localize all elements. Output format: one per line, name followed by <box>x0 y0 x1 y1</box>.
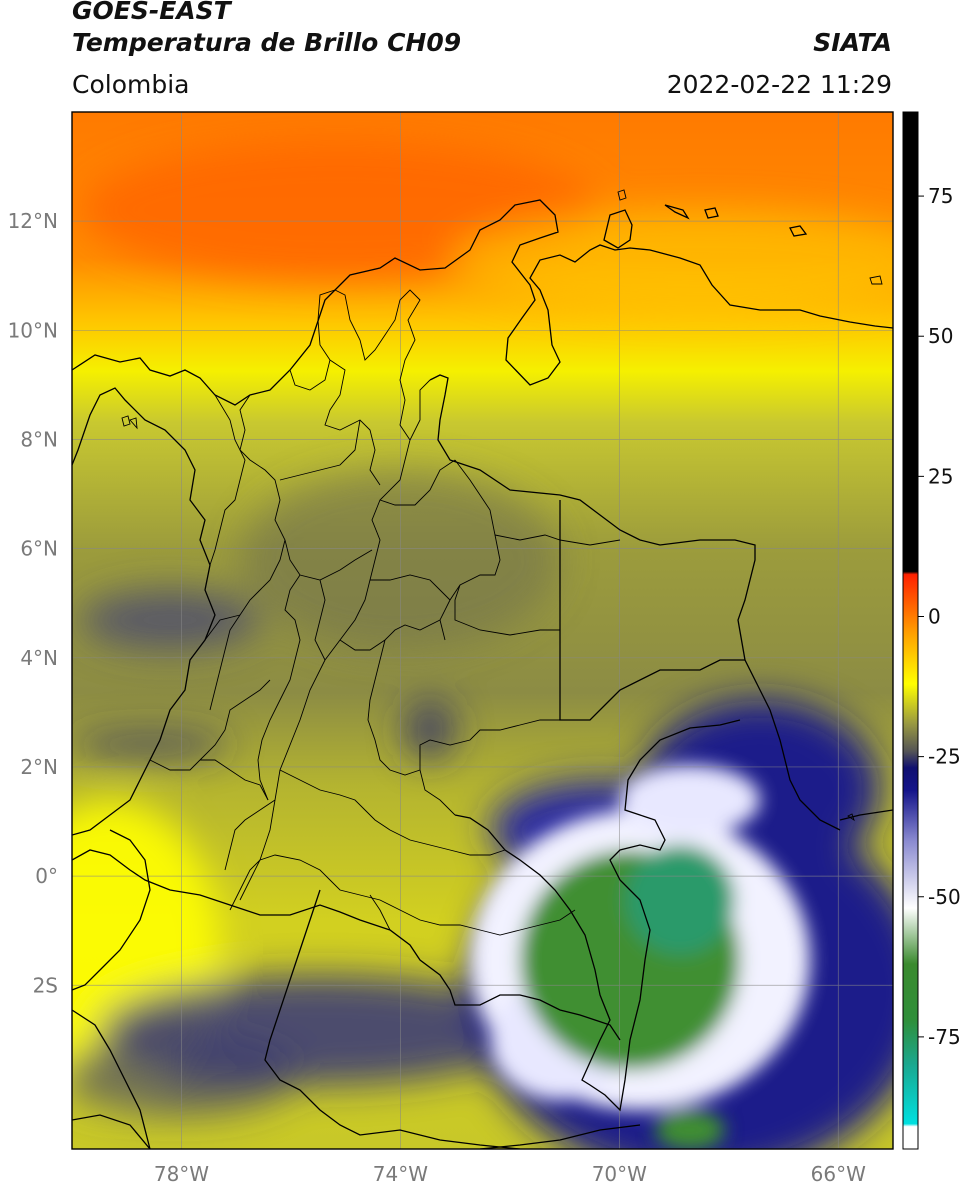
colorbar: 75 50 25 0 -25 -50 -75 <box>902 111 961 1150</box>
product-title: Temperatura de Brillo CH09 <box>72 28 462 57</box>
lat-tick-label: 0° <box>35 864 58 888</box>
colorbar-tick-label: 0 <box>928 604 941 628</box>
lat-tick-label: 12°N <box>8 209 58 233</box>
lat-tick-labels: 12°N 10°N 8°N 6°N 4°N 2°N 0° 2S <box>8 209 58 997</box>
lon-tick-label: 78°W <box>154 1162 209 1186</box>
organization-label: SIATA <box>813 28 892 57</box>
satellite-image <box>72 112 893 1149</box>
lat-tick-label: 4°N <box>20 646 58 670</box>
colorbar-tick-label: -75 <box>928 1025 961 1049</box>
colorbar-tick-label: -25 <box>928 745 961 769</box>
department-borders <box>149 289 621 936</box>
lon-tick-labels: 78°W 74°W 70°W 66°W <box>154 1162 866 1186</box>
timestamp-label: 2022-02-22 11:29 <box>666 70 892 99</box>
lon-tick-label: 70°W <box>592 1162 647 1186</box>
lon-tick-label: 66°W <box>811 1162 866 1186</box>
map-frame <box>71 111 894 1150</box>
colorbar-tick-label: -50 <box>928 885 961 909</box>
lat-tick-label: 10°N <box>8 318 58 342</box>
lat-tick-label: 2°N <box>20 755 58 779</box>
region-label: Colombia <box>72 70 190 99</box>
lat-tick-label: 6°N <box>20 537 58 561</box>
colorbar-tick-label: 25 <box>928 464 953 488</box>
satellite-title: GOES-EAST <box>72 0 231 25</box>
lon-tick-label: 74°W <box>373 1162 428 1186</box>
islands <box>121 189 883 822</box>
lat-tick-label: 8°N <box>20 427 58 451</box>
colorbar-tick-label: 75 <box>928 184 953 208</box>
colorbar-tick-label: 50 <box>928 324 953 348</box>
gridlines <box>72 112 893 1149</box>
lat-tick-label: 2S <box>33 973 58 997</box>
national-borders <box>72 374 841 1149</box>
